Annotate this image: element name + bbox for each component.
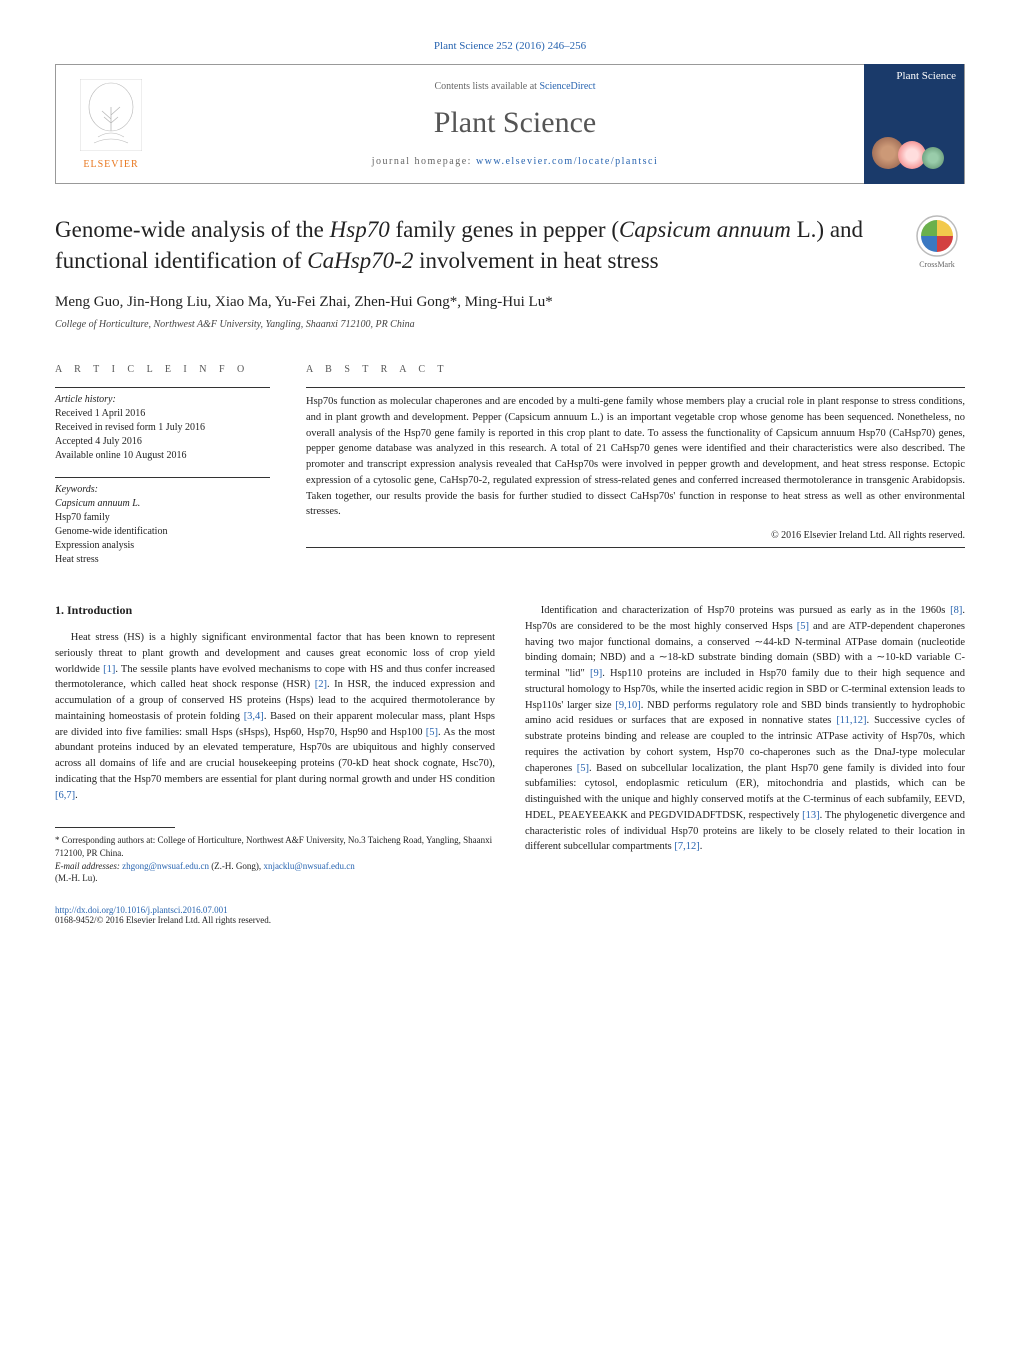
email-footnote: E-mail addresses: zhgong@nwsuaf.edu.cn (… [55, 860, 495, 885]
page-footer: http://dx.doi.org/10.1016/j.plantsci.201… [55, 905, 495, 925]
journal-homepage: journal homepage: www.elsevier.com/locat… [166, 156, 864, 167]
affiliation: College of Horticulture, Northwest A&F U… [55, 319, 965, 330]
history-line: Received 1 April 2016 [55, 407, 270, 421]
body-column-left: 1. Introduction Heat stress (HS) is a hi… [55, 603, 495, 925]
issn-copyright: 0168-9452/© 2016 Elsevier Ireland Ltd. A… [55, 915, 271, 925]
journal-header: ELSEVIER Contents lists available at Sci… [55, 64, 965, 184]
abstract-copyright: © 2016 Elsevier Ireland Ltd. All rights … [306, 526, 965, 541]
top-citation: Plant Science 252 (2016) 246–256 [55, 40, 965, 52]
contents-line: Contents lists available at ScienceDirec… [166, 81, 864, 92]
keywords-label: Keywords: [55, 484, 270, 495]
keyword: Genome-wide identification [55, 525, 270, 539]
sciencedirect-link[interactable]: ScienceDirect [539, 81, 595, 92]
email-link[interactable]: zhgong@nwsuaf.edu.cn [122, 861, 209, 871]
homepage-link[interactable]: www.elsevier.com/locate/plantsci [476, 156, 658, 167]
article-info: a r t i c l e i n f o Article history: R… [55, 352, 270, 567]
elsevier-logo: ELSEVIER [56, 71, 166, 178]
history-line: Accepted 4 July 2016 [55, 435, 270, 449]
cover-title: Plant Science [864, 64, 964, 82]
elsevier-wordmark: ELSEVIER [64, 159, 158, 170]
keyword: Hsp70 family [55, 511, 270, 525]
keyword: Capsicum annuum L. [55, 497, 270, 511]
history-label: Article history: [55, 394, 270, 405]
email-link[interactable]: xnjacklu@nwsuaf.edu.cn [263, 861, 354, 871]
abstract-text: Hsp70s function as molecular chaperones … [306, 387, 965, 520]
keyword: Heat stress [55, 553, 270, 567]
corresponding-footnote: * Corresponding authors at: College of H… [55, 834, 495, 859]
article-info-heading: a r t i c l e i n f o [55, 364, 270, 375]
body-paragraph: Identification and characterization of H… [525, 603, 965, 855]
elsevier-tree-icon [80, 79, 142, 151]
abstract-heading: a b s t r a c t [306, 364, 965, 375]
history-line: Available online 10 August 2016 [55, 449, 270, 463]
crossmark-badge[interactable]: CrossMark [909, 214, 965, 269]
keyword: Expression analysis [55, 539, 270, 553]
section-heading: 1. Introduction [55, 603, 495, 618]
body-paragraph: Heat stress (HS) is a highly significant… [55, 630, 495, 803]
article-title: Genome-wide analysis of the Hsp70 family… [55, 214, 889, 276]
crossmark-label: CrossMark [909, 260, 965, 269]
journal-cover: Plant Science [864, 64, 964, 184]
doi-link[interactable]: http://dx.doi.org/10.1016/j.plantsci.201… [55, 905, 228, 915]
journal-name: Plant Science [166, 106, 864, 140]
body-column-right: Identification and characterization of H… [525, 603, 965, 925]
crossmark-icon [915, 214, 959, 258]
history-line: Received in revised form 1 July 2016 [55, 421, 270, 435]
authors: Meng Guo, Jin-Hong Liu, Xiao Ma, Yu-Fei … [55, 294, 965, 311]
